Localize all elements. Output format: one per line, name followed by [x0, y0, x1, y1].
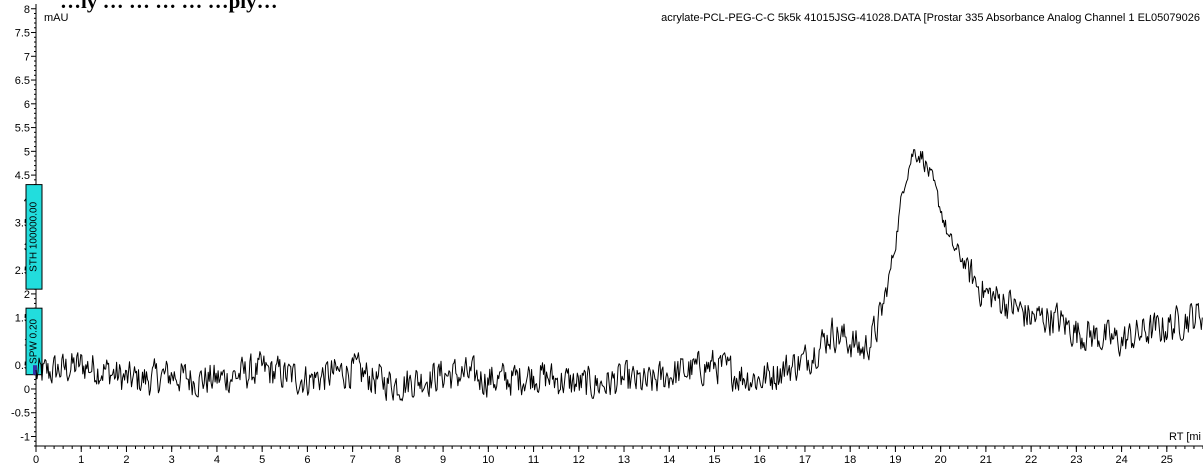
y-tick-label: 6: [24, 99, 30, 111]
marker-badge-label: STH 100000.00: [29, 201, 40, 271]
x-tick-label: 12: [573, 454, 585, 466]
x-tick-label: 19: [889, 454, 901, 466]
x-tick-label: 18: [844, 454, 856, 466]
x-tick-label: 6: [304, 454, 310, 466]
x-tick-label: 11: [528, 454, 539, 466]
x-tick-label: 7: [350, 454, 356, 466]
y-axis-unit-label: mAU: [44, 12, 69, 24]
marker-badge-label: SPW 0.20: [29, 318, 40, 363]
x-tick-label: 25: [1161, 454, 1173, 466]
y-tick-label: -1: [20, 431, 30, 443]
y-tick-label: 7: [24, 51, 30, 63]
y-tick-label: 7.5: [15, 28, 30, 40]
x-tick-label: 17: [799, 454, 811, 466]
x-tick-label: 14: [663, 454, 675, 466]
y-tick-label: 6.5: [15, 75, 30, 87]
x-tick-label: 21: [980, 454, 992, 466]
page-caption: …ly … … … … …ply…: [60, 0, 278, 13]
marker-badge-1[interactable]: SPW 0.20: [25, 307, 43, 376]
x-axis-label: RT [mi: [1169, 431, 1201, 443]
signal-trace: [35, 149, 1203, 402]
y-tick-label: 5: [24, 146, 30, 158]
x-tick-label: 20: [935, 454, 947, 466]
y-tick-label: 0: [24, 384, 30, 396]
x-tick-label: 3: [169, 454, 175, 466]
x-tick-label: 9: [440, 454, 446, 466]
x-tick-label: 0: [33, 454, 39, 466]
x-tick-label: 22: [1025, 454, 1037, 466]
x-tick-label: 13: [618, 454, 630, 466]
x-tick-label: 4: [214, 454, 220, 466]
x-tick-label: 2: [123, 454, 129, 466]
marker-badge-0[interactable]: STH 100000.00: [25, 184, 43, 290]
y-tick-label: 4.5: [15, 170, 30, 182]
x-tick-label: 15: [708, 454, 720, 466]
chart-title: acrylate-PCL-PEG-C-C 5k5k 41015JSG-41028…: [661, 12, 1200, 24]
x-tick-label: 8: [395, 454, 401, 466]
x-tick-label: 10: [482, 454, 494, 466]
baseline-indicator: [33, 365, 37, 375]
marker-badge-box: [25, 184, 43, 290]
x-tick-label: 5: [259, 454, 265, 466]
x-axis-ticks: 0 1 2 3 4 5 6 7 8 9 10 11 12 13 14 15 16 17 18 19 20 21 22 23 24…: [33, 446, 1203, 466]
y-tick-label: 2: [24, 289, 30, 301]
x-tick-label: 24: [1115, 454, 1127, 466]
y-tick-label: 8: [24, 4, 30, 16]
x-tick-label: 1: [78, 454, 84, 466]
y-tick-label: -0.5: [11, 408, 30, 420]
y-tick-label: 5.5: [15, 123, 30, 135]
x-tick-label: 23: [1070, 454, 1082, 466]
x-tick-label: 16: [754, 454, 766, 466]
threshold-markers: STH 100000.00 SPW 0.20: [25, 184, 43, 376]
